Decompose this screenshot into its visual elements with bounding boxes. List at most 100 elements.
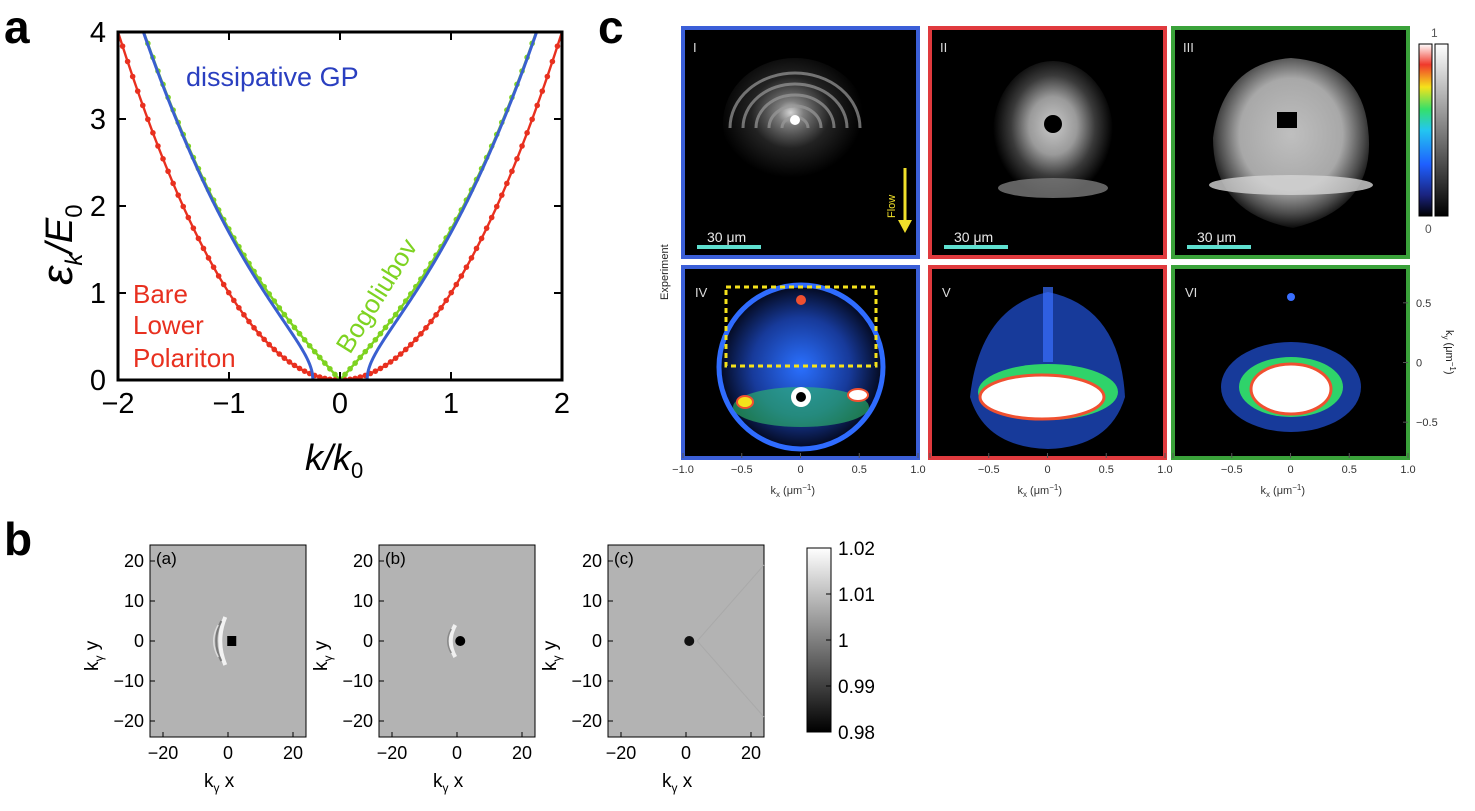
x-tick-label: 0 <box>223 743 233 763</box>
momentum-map-VI: VI <box>1171 265 1410 460</box>
ky-axis-label: ky (μm−1) <box>1441 330 1457 375</box>
x-tick-label: 0 <box>452 743 462 763</box>
y-tick-label: 20 <box>582 551 602 571</box>
ky-tick-label: 0.5 <box>1416 298 1431 310</box>
x-tick-label: 2 <box>554 388 570 420</box>
tile-label: II <box>940 40 947 55</box>
y-tick-label: 2 <box>90 191 106 223</box>
y-tick-label: 4 <box>90 17 106 49</box>
kx-tick-label: −0.5 <box>978 464 1000 476</box>
kx-tick-label: 1.0 <box>1400 464 1415 476</box>
kx-tick-label: 0.5 <box>1099 464 1114 476</box>
experiment-label: Experiment <box>659 244 671 300</box>
y-tick-label: 20 <box>353 551 373 571</box>
y-tick-label: 0 <box>90 365 106 397</box>
colorbar-tick-label: 1.01 <box>838 585 875 606</box>
x-tick-label: −2 <box>101 388 134 420</box>
subplot-label: (c) <box>614 549 634 568</box>
series-label-bare-line2: Lower <box>133 310 204 340</box>
colorbar-tick-label: 1.02 <box>838 539 875 560</box>
scale-bar <box>944 245 1008 249</box>
panel-c-experiment: Flow I 30 μm II 30 μm III 30 μm IV V VI 1 0 Expe… <box>659 26 1457 499</box>
y-tick-label: −20 <box>342 711 373 731</box>
kx-tick-label: 0 <box>1287 464 1293 476</box>
y-tick-label: 10 <box>124 591 144 611</box>
x-axis-label: kγ x <box>204 771 235 795</box>
kx-tick-label: 1.0 <box>910 464 925 476</box>
highlight-box <box>724 285 878 368</box>
x-axis-label: k/k0 <box>305 437 363 483</box>
kx-tick-label: 0.5 <box>1342 464 1357 476</box>
kx-axis-label: kx (μm−1) <box>1261 483 1306 499</box>
y-axis-label: kγ y <box>311 640 335 671</box>
kx-tick-label: −0.5 <box>1221 464 1243 476</box>
colorbar-tick-label: 0.99 <box>838 677 875 698</box>
tile-label: I <box>693 40 697 55</box>
y-axis-label: kγ y <box>82 640 106 671</box>
x-tick-label: −20 <box>148 743 179 763</box>
jet-colorbar <box>1418 43 1433 217</box>
momentum-map-IV: IV <box>681 265 920 460</box>
density-map-3: (c) −20 0 20 20 10 0 −10 −20 kγ y kγ x <box>540 544 765 795</box>
series-label-dissipative-gp: dissipative GP <box>186 62 359 92</box>
kx-tick-label: 0.5 <box>852 464 867 476</box>
colorbar-tick-label: 1 <box>838 631 849 652</box>
flow-label: Flow <box>886 195 898 218</box>
tile-label: V <box>942 285 951 300</box>
scale-bar <box>697 245 761 249</box>
experiment-image-II: II 30 μm <box>928 26 1167 259</box>
experiment-image-I: Flow I 30 μm <box>681 26 920 259</box>
panel-letter-a: a <box>4 1 30 53</box>
svg-text:εk/E0: εk/E0 <box>33 204 88 285</box>
experiment-image-III: III 30 μm <box>1171 26 1410 259</box>
panel-letter-c: c <box>598 1 624 53</box>
kx-axis-2: −0.5 0 0.5 1.0 kx (μm−1) <box>929 453 1173 499</box>
y-tick-label: 10 <box>582 591 602 611</box>
y-tick-label: 10 <box>353 591 373 611</box>
series-label-bare-line1: Bare <box>133 279 188 309</box>
kx-tick-label: −1.0 <box>672 464 694 476</box>
y-tick-label: −10 <box>113 671 144 691</box>
kx-tick-label: 0 <box>797 464 803 476</box>
x-tick-label: −20 <box>377 743 408 763</box>
scale-label: 30 μm <box>707 229 746 245</box>
y-tick-label: −20 <box>571 711 602 731</box>
kx-tick-label: 0 <box>1044 464 1050 476</box>
ky-tick-label: −0.5 <box>1416 417 1438 429</box>
x-tick-label: 1 <box>443 388 459 420</box>
kx-axis-1: −1.0 −0.5 0 0.5 1.0 kx (μm−1) <box>672 453 926 499</box>
y-tick-label: 0 <box>363 631 373 651</box>
tile-label: VI <box>1185 285 1197 300</box>
kx-axis-3: −0.5 0 0.5 1.0 kx (μm−1) <box>1172 453 1416 499</box>
y-tick-label: 0 <box>134 631 144 651</box>
x-axis-label: kγ x <box>433 771 464 795</box>
y-tick-label: −20 <box>113 711 144 731</box>
ky-tick-label: 0 <box>1416 358 1422 370</box>
x-tick-label: 20 <box>283 743 303 763</box>
tile-label: IV <box>695 285 708 300</box>
y-tick-label: 1 <box>90 278 106 310</box>
subplot-label: (a) <box>156 549 177 568</box>
y-tick-label: −10 <box>571 671 602 691</box>
subplot-label: (b) <box>385 549 406 568</box>
x-tick-label: 0 <box>681 743 691 763</box>
gray-colorbar <box>1434 43 1449 217</box>
colorbar-max-label: 1 <box>1431 26 1438 40</box>
y-tick-label: 0 <box>592 631 602 651</box>
bare-polariton-curve <box>118 32 562 380</box>
y-axis-label: εk/E0 <box>33 204 88 285</box>
colorbar-min-label: 0 <box>1425 222 1432 236</box>
y-axis-label: kγ y <box>540 640 564 671</box>
x-tick-label: 20 <box>512 743 532 763</box>
density-map-2: (b) −20 0 20 20 10 0 −10 −20 kγ y kγ x <box>311 544 536 795</box>
tile-label: III <box>1183 40 1194 55</box>
x-tick-label: 0 <box>332 388 348 420</box>
kx-axis-label: kx (μm−1) <box>771 483 816 499</box>
y-tick-label: −10 <box>342 671 373 691</box>
scale-label: 30 μm <box>1197 229 1236 245</box>
kx-axis-label: kx (μm−1) <box>1018 483 1063 499</box>
x-axis-label: kγ x <box>662 771 693 795</box>
panel-letter-b: b <box>4 513 33 565</box>
